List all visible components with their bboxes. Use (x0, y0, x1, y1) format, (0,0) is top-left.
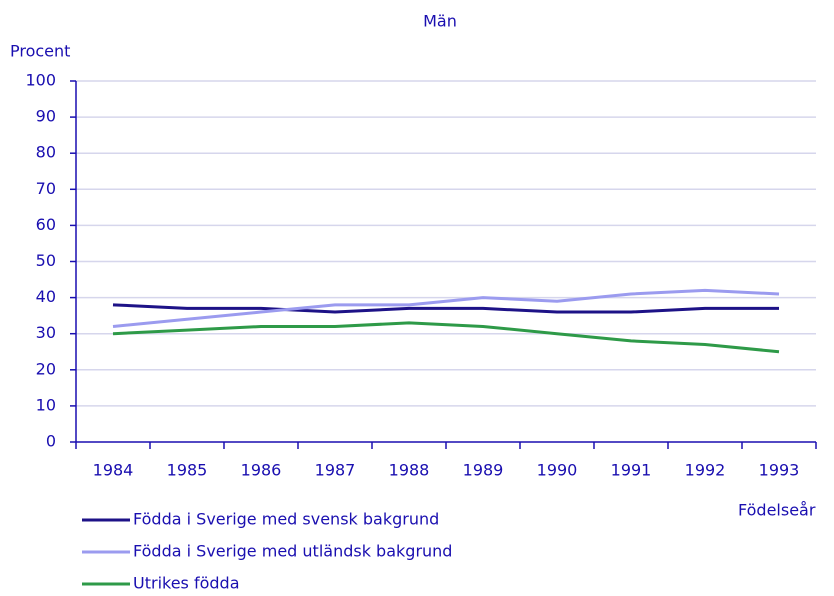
x-tick-label: 1984 (93, 461, 134, 480)
y-tick-label: 0 (46, 432, 56, 451)
y-tick-label: 30 (36, 323, 56, 342)
x-tick-label: 1987 (315, 461, 356, 480)
y-tick-label: 40 (36, 287, 56, 306)
x-tick-label: 1988 (389, 461, 430, 480)
series-line (112, 321, 780, 354)
x-tick-label: 1989 (463, 461, 504, 480)
series-line (112, 288, 780, 328)
y-axis-label: Procent (10, 42, 70, 61)
y-tick-label: 90 (36, 107, 56, 126)
y-tick-label: 100 (25, 71, 56, 90)
x-axis-label: Födelseår (738, 501, 816, 520)
x-tick-label: 1986 (241, 461, 282, 480)
y-tick-label: 10 (36, 395, 56, 414)
y-tick-label: 50 (36, 251, 56, 270)
y-tick-label: 60 (36, 215, 56, 234)
y-tick-label: 80 (36, 143, 56, 162)
x-tick-label: 1993 (759, 461, 800, 480)
legend-label: Födda i Sverige med utländsk bakgrund (133, 542, 452, 561)
x-tick-label: 1992 (685, 461, 726, 480)
legend-label: Födda i Sverige med svensk bakgrund (133, 510, 439, 529)
x-tick-label: 1985 (167, 461, 208, 480)
series-line (112, 303, 779, 314)
x-tick-label: 1990 (537, 461, 578, 480)
y-tick-label: 20 (36, 359, 56, 378)
legend-label: Utrikes födda (133, 574, 240, 593)
x-tick-label: 1991 (611, 461, 652, 480)
chart-title: Män (423, 12, 457, 31)
y-tick-label: 70 (36, 179, 56, 198)
